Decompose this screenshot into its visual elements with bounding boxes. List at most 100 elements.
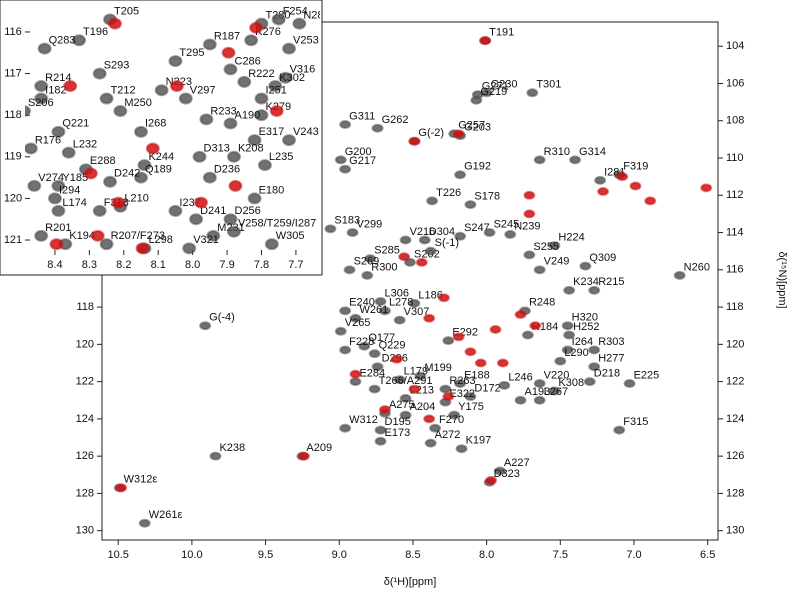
peak-label: F315 [623,416,648,428]
peak-label: V299 [357,218,383,230]
peak [51,125,66,138]
peak [426,196,439,206]
peak [378,306,391,316]
y-tick-label-right: 106 [726,77,744,89]
peak-label: D172 [474,382,500,394]
y-tick-label-left: 118 [76,301,94,313]
peak-label: W305 [276,230,305,242]
peak [464,200,477,210]
y-tick-label-right: 116 [726,264,744,276]
peak [429,423,442,433]
peak-label: A275 [389,399,415,411]
y-tick-label-right: 128 [726,487,744,499]
y-tick-label: 120 [4,192,22,204]
peak-label: L306 [385,287,409,299]
x-tick-label: 8.5 [405,549,420,561]
peak-label: V316 [290,64,316,76]
peak-label: S206 [28,97,54,109]
peak [371,362,384,372]
peak [202,171,217,184]
peak [168,204,183,217]
peak-label: T295 [179,47,204,59]
peak-label: E173 [385,427,411,439]
peak-label: G219 [480,86,507,98]
peak-label: E288 [90,155,116,167]
peak-label: D241 [200,205,226,217]
peak-label: V220 [544,369,570,381]
peak [115,483,128,493]
peak-label: T196 [83,26,108,38]
peak-label: G(-2) [418,127,444,139]
peak [415,257,428,267]
peak-label: K197 [466,435,492,447]
peak-label: K208 [238,143,264,155]
x-tick-label: 8.3 [82,259,97,271]
y-tick-label-left: 124 [76,413,94,425]
peak [63,80,78,93]
peak [563,285,576,295]
peak [154,84,169,97]
peak-label: M199 [424,362,452,374]
peak-label: L179 [404,366,428,378]
peak [182,242,197,255]
peak [390,354,403,364]
x-tick-label: 9.5 [258,549,273,561]
peak-label: Y175 [458,401,484,413]
peak [378,405,391,415]
peak-label: Q177 [368,332,395,344]
peak-label: E180 [259,184,285,196]
peak-label: V249 [544,256,570,268]
peak-label: L278 [389,297,413,309]
peak [83,167,98,180]
plot-frame [101,21,719,541]
peak-label: V253 [293,35,319,47]
peak [399,393,412,403]
peak-label: S269 [354,256,380,268]
peak-label: K194 [69,230,95,242]
plot-panel: 10.510.09.59.08.58.07.57.06.510410410610… [76,21,744,561]
peak-label: T212 [111,84,136,96]
peak [228,179,243,192]
peak [199,321,212,331]
peak-label: D313 [204,143,230,155]
peak [483,228,496,238]
peak [561,345,574,355]
peak [254,109,269,122]
peak [514,310,527,320]
peak-label: L298 [148,234,172,246]
peak-label: H277 [598,353,624,365]
peak [533,378,546,388]
peak [374,436,387,446]
peak [297,451,310,461]
peak [138,518,151,528]
peak-label: N239 [514,220,540,232]
peak-label: S183 [334,215,360,227]
peak-label: S255 [533,241,559,253]
peak [583,377,596,387]
peak [268,80,283,93]
peak-label: G230 [491,79,518,91]
peak [455,444,468,454]
peak [414,371,427,381]
y-tick-label-right: 118 [726,301,744,313]
peak-label: N260 [684,261,710,273]
peak-label: D242 [114,168,140,180]
y-axis-label: δ(¹⁵N)[ppm] [776,251,788,308]
peak [479,36,492,46]
peak [282,134,297,147]
peak-label: A193 [525,386,551,398]
y-tick-label-right: 124 [726,413,744,425]
peak-label: T266/A291 [379,375,433,387]
peak [34,229,49,242]
peak-label: L290 [564,347,588,359]
peak [374,425,387,435]
peak [569,155,582,165]
peak [202,38,217,51]
peak [489,324,502,334]
peak [223,213,238,226]
x-tick-label: 7.7 [288,259,303,271]
peak [61,146,76,159]
peak [134,171,149,184]
peak-label: H320 [572,312,598,324]
